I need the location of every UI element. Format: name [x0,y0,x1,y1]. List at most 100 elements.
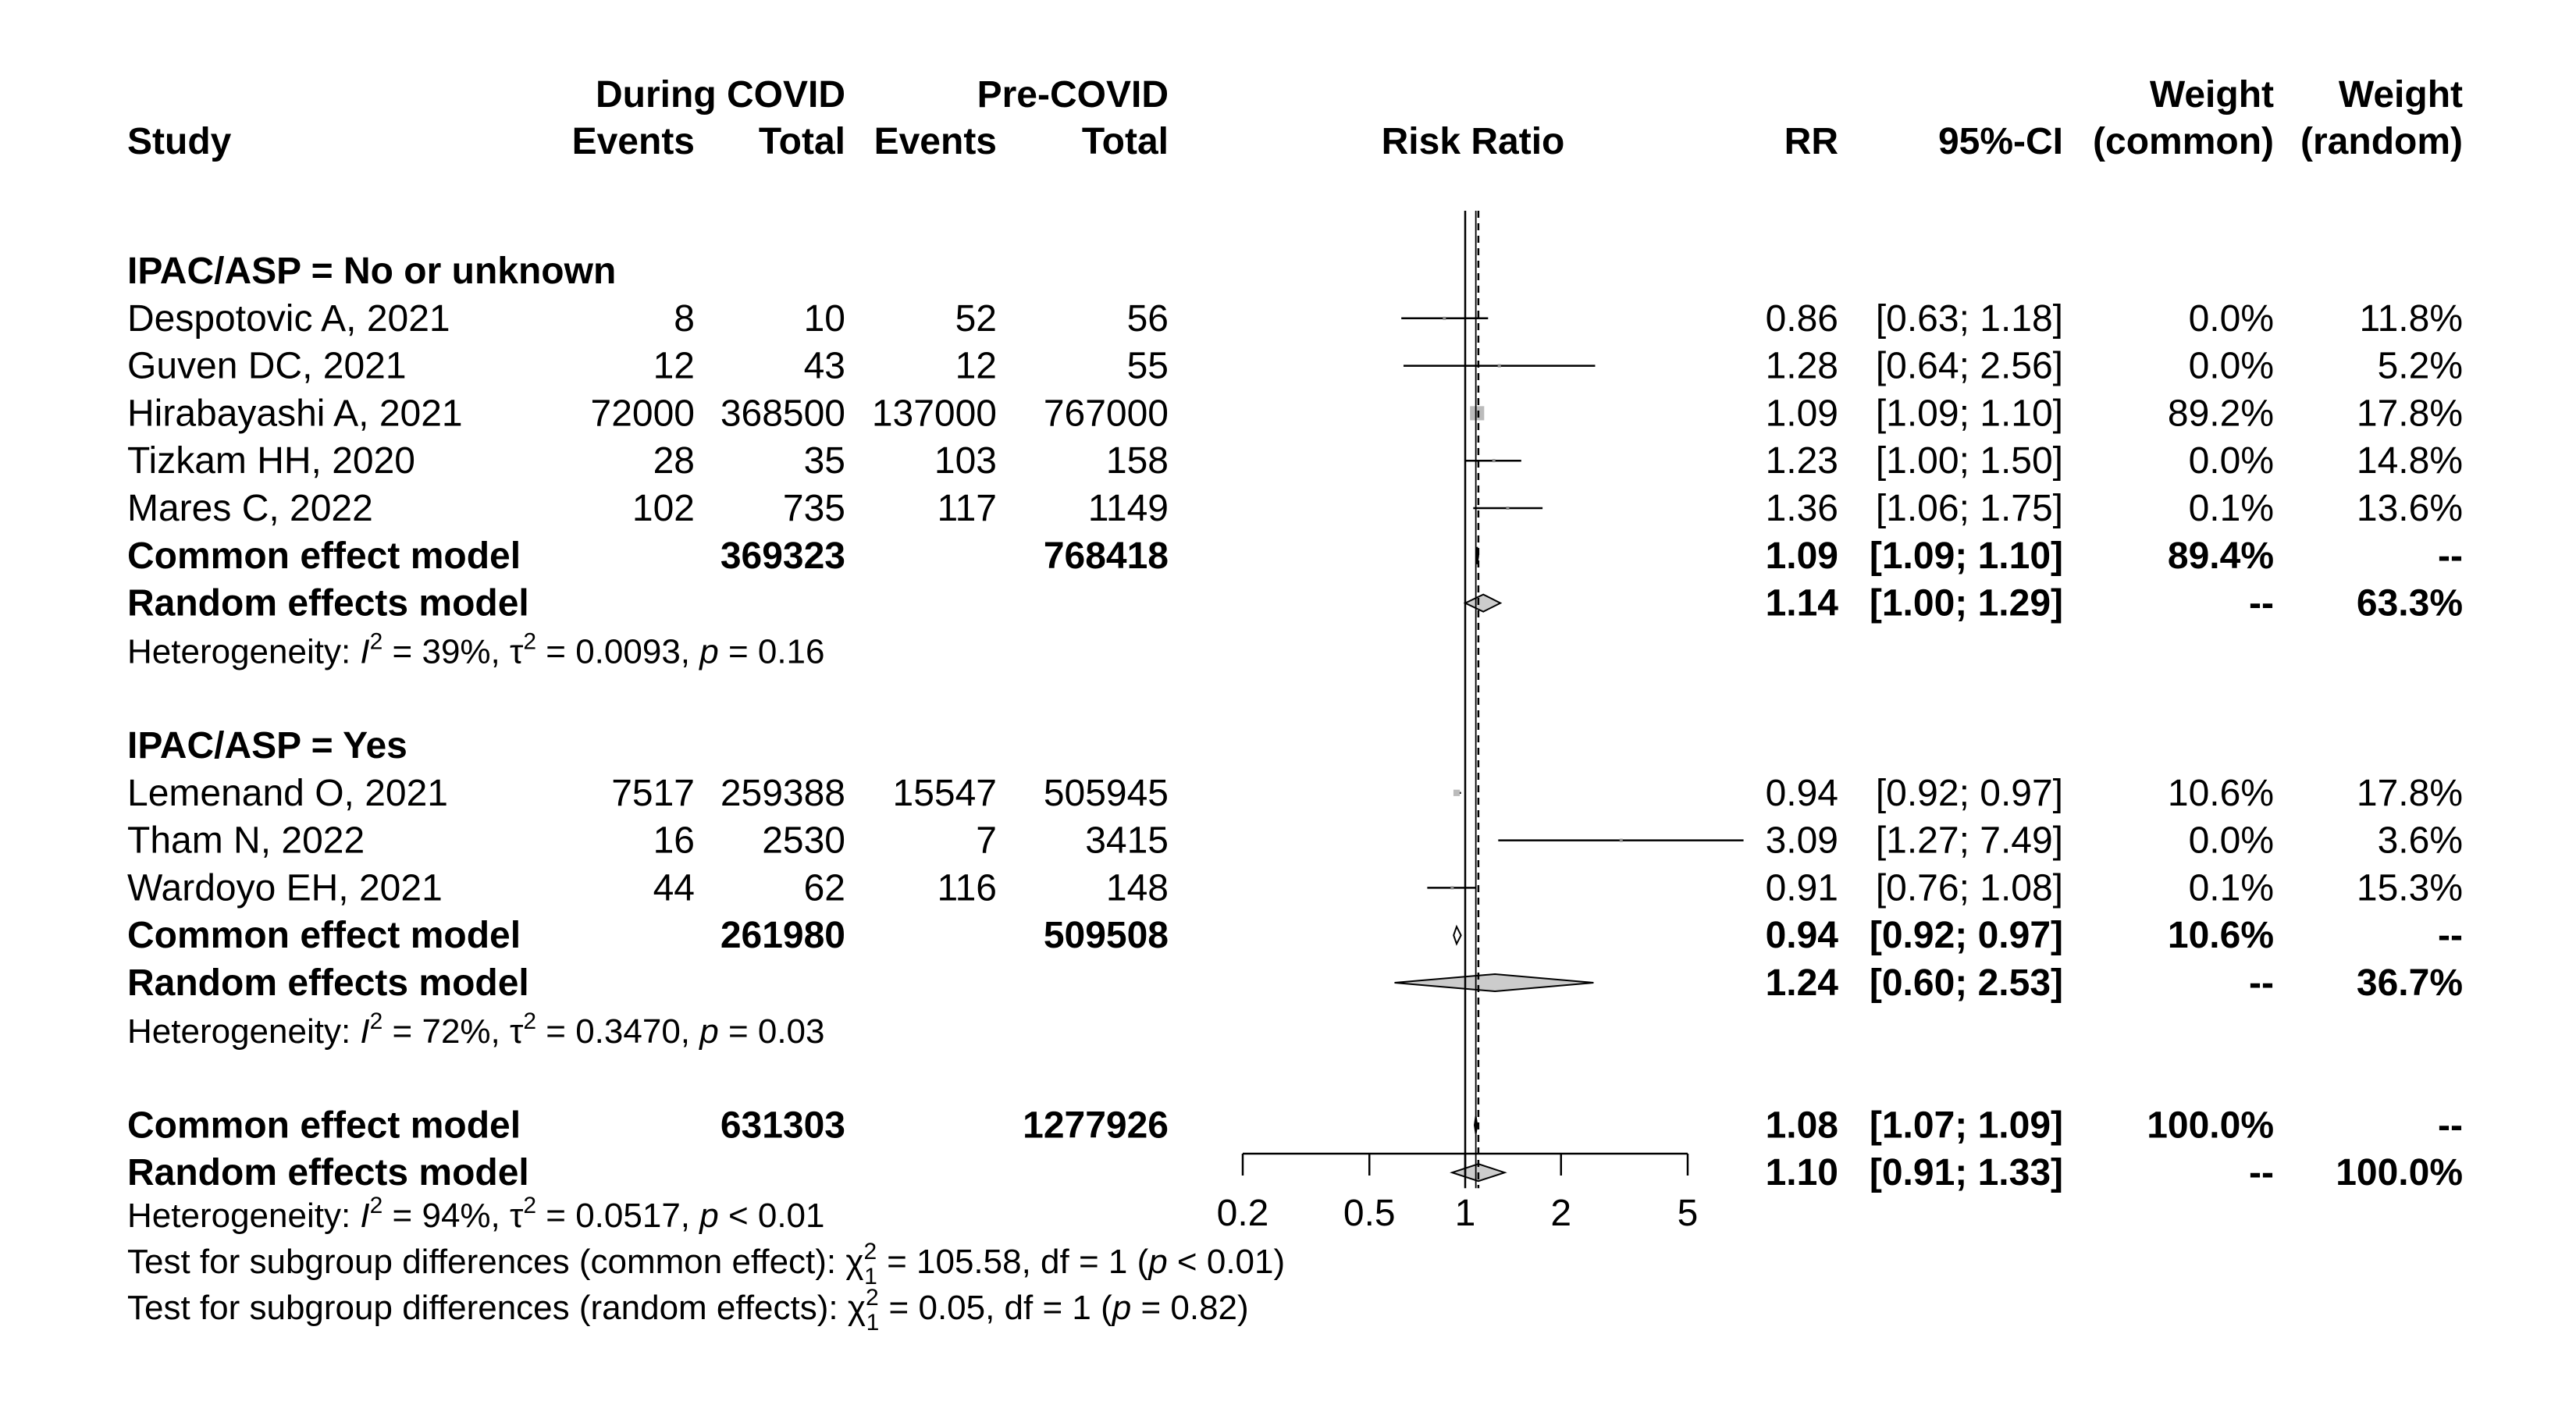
study-0-0-weight-random: 11.8% [2359,298,2463,340]
study-0-4-point [1506,507,1510,510]
subgroup-0-heterogeneity: Heterogeneity: I2 = 39%, τ2 = 0.0093, p … [127,628,825,670]
subgroup-0-random-weight-common: -- [2249,583,2274,624]
overall-random-weight-random: 100.0% [2336,1152,2463,1193]
subgroup-1-common-weight-common: 10.6% [2168,915,2274,956]
study-0-2-point [1470,406,1485,421]
subgroup-1-common-total-pre: 509508 [1044,915,1169,956]
study-1-1-name: Tham N, 2022 [127,820,365,862]
study-0-3-events-pre: 103 [934,440,997,482]
study-0-2-name: Hirabayashi A, 2021 [127,393,463,434]
subgroup-1-random-diamond [1394,973,1594,993]
header-total-pre: Total [1082,121,1169,162]
study-0-1-name: Guven DC, 2021 [127,346,407,387]
overall-common-weight-common: 100.0% [2147,1104,2274,1146]
study-1-1-total-pre: 3415 [1085,820,1169,862]
overall-random-label: Random effects model [127,1152,529,1193]
study-1-2-weight-common: 0.1% [2189,867,2274,909]
study-0-4-ci: [1.06; 1.75] [1876,488,2063,529]
subgroup-1-random-label: Random effects model [127,962,529,1004]
study-0-4-total-pre: 1149 [1088,488,1169,529]
header-events-pre: Events [874,121,997,162]
subgroup-1-random-rr: 1.24 [1766,962,1839,1004]
study-0-3-point [1492,459,1496,463]
overall-heterogeneity: Heterogeneity: I2 = 94%, τ2 = 0.0517, p … [127,1193,825,1235]
study-0-2-weight-common: 89.2% [2168,393,2274,434]
study-0-4-weight-random: 13.6% [2357,488,2463,529]
study-0-1-weight-common: 0.0% [2189,346,2274,387]
study-0-4-events-during: 102 [632,488,695,529]
overall-random-rr: 1.10 [1766,1152,1838,1193]
study-0-0-weight-common: 0.0% [2189,298,2274,340]
overall-common-ci: [1.07; 1.09] [1870,1104,2063,1146]
header-risk-ratio: Risk Ratio [1382,121,1565,162]
study-0-0-rr: 0.86 [1766,298,1838,340]
subgroup-1-common-label: Common effect model [127,915,521,956]
overall-common-rr: 1.08 [1766,1104,1838,1146]
study-1-0-point [1453,789,1461,796]
study-0-3-weight-common: 0.0% [2189,440,2274,482]
subgroup-0-common-total-during: 369323 [720,535,845,577]
subgroup-0-label: IPAC/ASP = No or unknown [127,251,616,292]
study-0-1-total-pre: 55 [1127,346,1169,387]
study-0-1-point [1497,364,1501,368]
overall-random-weight-common: -- [2249,1152,2274,1193]
study-1-2-weight-random: 15.3% [2357,867,2463,909]
header-weight-common-2: (common) [2093,121,2274,162]
overall-random-ci: [0.91; 1.33] [1870,1152,2063,1193]
study-1-2-point [1450,886,1454,890]
subgroup-1-common-diamond [1453,924,1462,946]
study-1-1-total-during: 2530 [762,820,845,862]
subgroup-0-common-total-pre: 768418 [1044,535,1169,577]
study-0-4-rr: 1.36 [1766,488,1838,529]
study-1-2-name: Wardoyo EH, 2021 [127,867,443,909]
subgroup-1-common-total-during: 261980 [720,915,845,956]
overall-common-label: Common effect model [127,1104,521,1146]
study-0-1-rr: 1.28 [1766,346,1838,387]
study-0-1-total-during: 43 [804,346,845,387]
overall-common-total-pre: 1277926 [1023,1104,1169,1146]
study-0-3-weight-random: 14.8% [2357,440,2463,482]
study-1-0-name: Lemenand O, 2021 [127,773,448,814]
study-0-0-events-during: 8 [674,298,695,340]
x-tick-label-4: 5 [1678,1193,1699,1234]
x-tick-label-1: 0.5 [1343,1193,1396,1234]
study-0-0-total-pre: 56 [1127,298,1169,340]
study-0-3-rr: 1.23 [1766,440,1838,482]
study-0-4-name: Mares C, 2022 [127,488,373,529]
study-1-1-point [1619,838,1623,842]
study-1-2-rr: 0.91 [1766,867,1838,909]
study-0-3-total-pre: 158 [1106,440,1169,482]
study-0-2-weight-random: 17.8% [2357,393,2463,434]
x-tick-label-3: 2 [1550,1193,1571,1234]
study-0-3-events-during: 28 [653,440,695,482]
study-0-2-total-during: 368500 [720,393,845,434]
study-0-0-name: Despotovic A, 2021 [127,298,450,340]
header-study: Study [127,121,232,162]
x-tick-label-0: 0.2 [1217,1193,1269,1234]
subgroup-0-random-ci: [1.00; 1.29] [1870,583,2063,624]
subgroup-1-random-weight-common: -- [2249,962,2274,1004]
subgroup-1-common-rr: 0.94 [1766,915,1839,956]
header-events-during: Events [572,121,695,162]
study-1-2-events-pre: 116 [937,867,997,909]
study-0-1-weight-random: 5.2% [2378,346,2463,387]
study-1-2-events-during: 44 [653,867,695,909]
overall-common-total-during: 631303 [720,1104,845,1146]
study-0-2-events-during: 72000 [591,393,695,434]
subgroup-0-common-ci: [1.09; 1.10] [1870,535,2063,577]
study-1-0-ci: [0.92; 0.97] [1876,773,2063,814]
study-0-0-total-during: 10 [804,298,845,340]
study-0-3-name: Tizkam HH, 2020 [127,440,415,482]
study-0-2-total-pre: 767000 [1044,393,1169,434]
study-1-1-weight-random: 3.6% [2378,820,2463,862]
study-1-0-weight-common: 10.6% [2168,773,2274,814]
x-tick-label-2: 1 [1455,1193,1476,1234]
study-1-2-total-pre: 148 [1106,867,1169,909]
header-weight-common-1: Weight [2150,74,2274,116]
subgroup-0-common-label: Common effect model [127,535,521,577]
subgroup-1-common-weight-random: -- [2438,915,2463,956]
study-0-2-events-pre: 137000 [872,393,997,434]
study-0-4-events-pre: 117 [937,488,997,529]
subgroup-1-heterogeneity: Heterogeneity: I2 = 72%, τ2 = 0.3470, p … [127,1008,825,1051]
subgroup-test-0: Test for subgroup differences (common ef… [127,1239,1285,1289]
